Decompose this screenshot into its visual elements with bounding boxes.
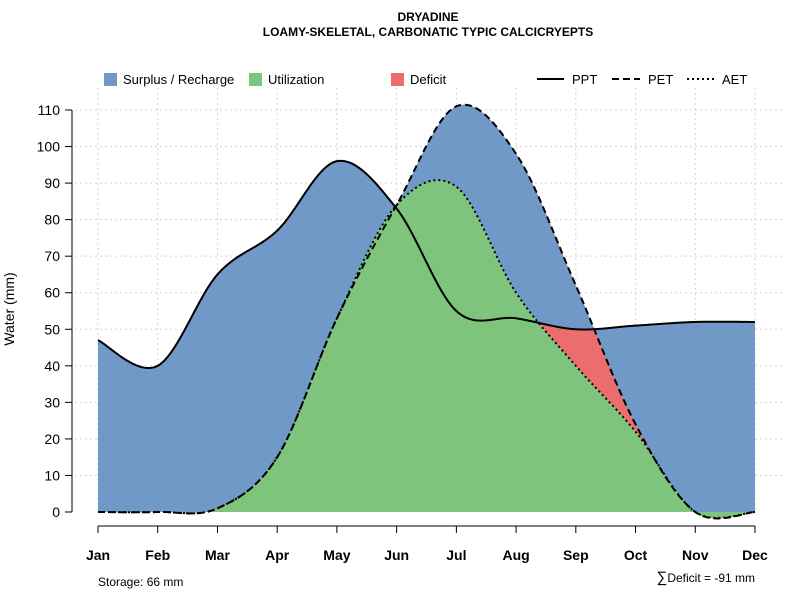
legend-swatch-deficit: [391, 73, 404, 86]
legend-label-utilization: Utilization: [268, 72, 324, 87]
legend: Surplus / Recharge Utilization Deficit P…: [104, 72, 747, 87]
legend-label-ppt: PPT: [572, 72, 597, 87]
sum-symbol: ∑: [657, 569, 668, 586]
x-tick-label: Jul: [446, 547, 466, 563]
y-axis-label: Water (mm): [1, 272, 17, 345]
y-tick-label: 70: [44, 248, 60, 264]
x-tick-label: Oct: [624, 547, 648, 563]
y-tick-label: 90: [44, 175, 60, 191]
y-tick-label: 10: [44, 467, 60, 483]
y-tick-label: 60: [44, 285, 60, 301]
x-tick-label: Jun: [384, 547, 409, 563]
series-lines: [97, 103, 756, 520]
x-tick-label: Dec: [742, 547, 768, 563]
legend-swatch-utilization: [249, 73, 262, 86]
x-tick-label: Aug: [502, 547, 529, 563]
chart-subtitle: LOAMY-SKELETAL, CARBONATIC TYPIC CALCICR…: [263, 25, 593, 39]
deficit-note-text: Deficit = -91 mm: [667, 571, 755, 585]
x-tick-label: Apr: [265, 547, 290, 563]
x-tick-label: Nov: [682, 547, 709, 563]
y-tick-label: 20: [44, 431, 60, 447]
legend-label-surplus: Surplus / Recharge: [123, 72, 234, 87]
series-line-pet: [98, 103, 756, 520]
y-tick-label: 50: [44, 321, 60, 337]
deficit-note: ∑Deficit = -91 mm: [657, 569, 755, 586]
x-tick-label: May: [323, 547, 350, 563]
legend-label-pet: PET: [648, 72, 673, 87]
area-surplus-over: [98, 104, 755, 519]
x-tick-label: Feb: [145, 547, 170, 563]
chart-title: DRYADINE: [397, 10, 458, 24]
x-tick-label: Jan: [86, 547, 110, 563]
x-tick-label: Mar: [205, 547, 230, 563]
legend-label-aet: AET: [722, 72, 747, 87]
series-line-aet: [98, 179, 756, 519]
y-tick-label: 40: [44, 358, 60, 374]
legend-swatch-surplus: [104, 73, 117, 86]
axes: 0 10 20 30 40 50 60 70 80 90 100 110 Jan Feb Mar Apr May…: [37, 102, 768, 563]
y-tick-label: 100: [37, 139, 61, 155]
area-utilization: [98, 180, 755, 518]
series-line-ppt: [97, 159, 755, 370]
legend-label-deficit: Deficit: [410, 72, 447, 87]
y-tick-label: 80: [44, 212, 60, 228]
storage-note: Storage: 66 mm: [98, 575, 183, 589]
x-tick-label: Sep: [563, 547, 589, 563]
area-fills: [98, 104, 755, 519]
y-tick-label: 30: [44, 394, 60, 410]
y-tick-label: 110: [38, 102, 61, 118]
y-tick-label: 0: [52, 504, 60, 520]
